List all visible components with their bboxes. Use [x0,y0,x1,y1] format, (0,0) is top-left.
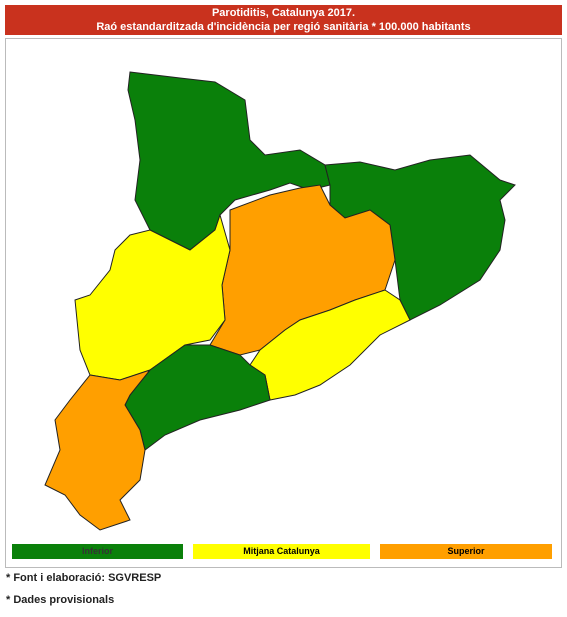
title: Parotiditis, Catalunya 2017. [211,7,356,19]
map-frame [5,38,562,568]
region [127,71,331,251]
subtitle: Raó estandarditzada d'incidència per reg… [96,21,471,33]
legend-item: Inferior [12,544,183,559]
legend-item: Mitjana Catalunya [193,544,370,559]
note: * Dades provisionals [6,594,115,606]
region [74,213,231,381]
legend-item: Superior [380,544,552,559]
title-bar: Parotiditis, Catalunya 2017. Raó estanda… [5,5,562,35]
region [44,368,152,531]
note: * Font i elaboració: SGVRESP [6,572,162,584]
